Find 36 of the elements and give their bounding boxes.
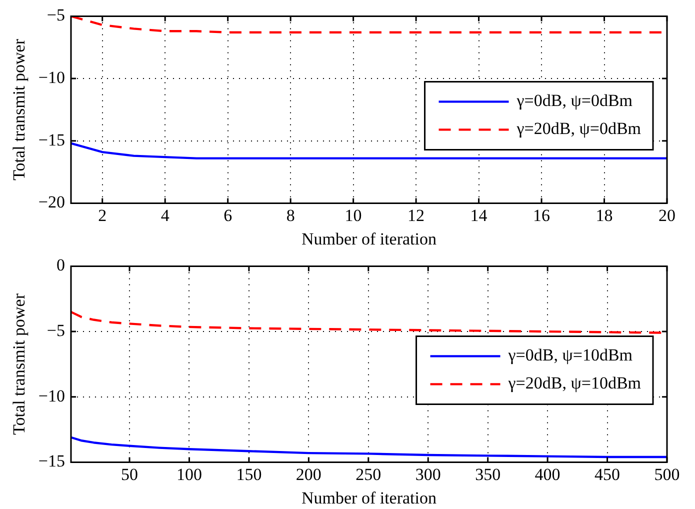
x-tick-label: 20 xyxy=(658,206,676,225)
x-tick-label: 100 xyxy=(176,464,202,484)
y-tick-label: −15 xyxy=(38,130,65,150)
x-axis-title: Number of iteration xyxy=(301,488,437,508)
legend-label: γ=20dB, ψ=10dBm xyxy=(507,374,642,393)
y-tick-label: −5 xyxy=(46,6,65,25)
y-tick-label: 0 xyxy=(56,256,65,275)
y-tick-label: −20 xyxy=(38,192,65,212)
x-tick-label: 6 xyxy=(224,206,232,225)
x-tick-label: 10 xyxy=(344,206,362,225)
x-tick-label: 14 xyxy=(470,206,488,225)
x-tick-label: 18 xyxy=(596,206,613,225)
x-tick-label: 350 xyxy=(475,464,501,484)
x-tick-label: 300 xyxy=(415,464,441,484)
legend-label: γ=0dB, ψ=0dBm xyxy=(516,91,633,110)
x-tick-label: 400 xyxy=(534,464,560,484)
x-tick-label: 450 xyxy=(594,464,620,484)
legend-label: γ=20dB, ψ=0dBm xyxy=(516,119,642,138)
y-tick-label: −10 xyxy=(38,68,65,87)
y-axis-title: Total transmit power xyxy=(10,293,29,435)
x-tick-label: 50 xyxy=(121,464,138,484)
y-axis-title: Total transmit power xyxy=(10,38,29,180)
x-tick-label: 16 xyxy=(533,206,550,225)
x-tick-label: 250 xyxy=(356,464,382,484)
x-tick-label: 150 xyxy=(236,464,262,484)
x-tick-label: 200 xyxy=(296,464,322,484)
legend-label: γ=0dB, ψ=10dBm xyxy=(507,346,633,365)
x-tick-label: 4 xyxy=(160,206,170,225)
x-axis-title: Number of iteration xyxy=(301,229,437,248)
y-tick-label: −5 xyxy=(46,321,65,340)
y-tick-label: −15 xyxy=(38,452,65,471)
x-tick-label: 2 xyxy=(98,206,107,225)
x-tick-label: 12 xyxy=(408,206,425,225)
x-tick-label: 8 xyxy=(286,206,295,225)
x-tick-label: 500 xyxy=(654,464,680,484)
y-tick-label: −10 xyxy=(38,386,65,406)
